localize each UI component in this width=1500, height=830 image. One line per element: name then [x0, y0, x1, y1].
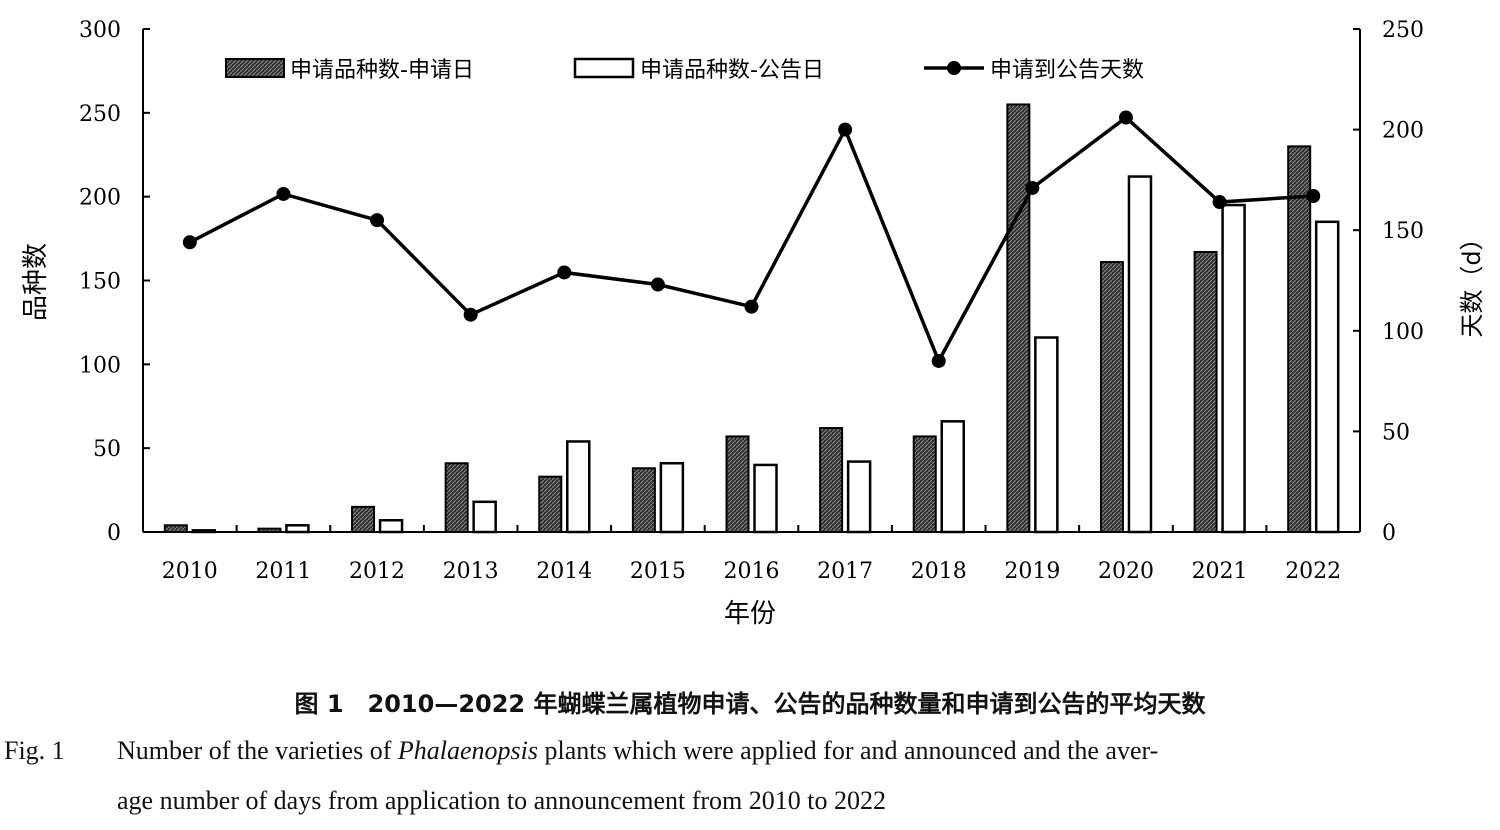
bar-applied-2019 [1006, 103, 1031, 533]
bar-applied-2011 [257, 527, 282, 534]
bar-announced-2022 [1314, 220, 1340, 534]
caption-chinese: 图 1 2010—2022 年蝴蝶兰属植物申请、公告的品种数量和申请到公告的平均… [294, 690, 1206, 718]
days-point-2010 [182, 235, 197, 250]
legend-swatch-announced [573, 57, 635, 79]
y-axis-label: 品种数 [21, 243, 51, 321]
caption-genus: Phalaenopsis [397, 736, 538, 765]
y2-tick-label: 250 [1382, 18, 1424, 43]
days-point-2022 [1306, 188, 1321, 203]
x-tick-label: 2011 [255, 559, 311, 584]
legend-label-applied: 申请品种数-申请日 [290, 58, 474, 83]
y-tick-label: 250 [79, 102, 121, 127]
figure-label: Fig. 1 [4, 736, 65, 765]
bar-announced-2017 [846, 460, 872, 534]
y2-tick-label: 50 [1382, 420, 1410, 445]
x-tick-label: 2016 [724, 559, 780, 584]
x-tick-label: 2020 [1098, 559, 1154, 584]
bar-announced-2010 [191, 529, 217, 534]
days-point-2012 [370, 213, 385, 228]
x-tick-label: 2022 [1285, 559, 1341, 584]
days-point-2019 [1025, 180, 1040, 195]
caption-english-line2: age number of days from application to a… [117, 786, 886, 815]
days-point-2016 [744, 299, 759, 314]
legend-marker-days [947, 61, 961, 75]
x-tick-label: 2013 [443, 559, 499, 584]
bar-applied-2022 [1287, 145, 1312, 533]
caption-english-line1: Fig. 1 Number of the varieties of Phalaen… [4, 736, 1158, 766]
days-point-2013 [463, 307, 478, 322]
y-tick-label: 0 [107, 521, 121, 546]
legend-label-announced: 申请品种数-公告日 [640, 58, 824, 83]
y-tick-label: 100 [79, 353, 121, 378]
bar-announced-2013 [472, 500, 497, 534]
bar-announced-2018 [940, 420, 965, 534]
y2-tick-label: 200 [1382, 119, 1424, 144]
legend-label-days: 申请到公告天数 [990, 58, 1144, 83]
bar-announced-2021 [1221, 203, 1246, 534]
bar-announced-2015 [659, 462, 685, 534]
y-tick-label: 50 [93, 437, 121, 462]
bar-applied-2016 [725, 435, 750, 533]
days-point-2021 [1212, 195, 1227, 210]
bar-applied-2017 [819, 427, 844, 533]
x-tick-label: 2015 [630, 559, 686, 584]
combo-chart: 0 50 100 150 200 250 300 0 50 100 150 200 250 2010 201… [21, 18, 1486, 629]
x-tick-label: 2017 [817, 559, 873, 584]
days-point-2020 [1118, 110, 1133, 125]
bar-applied-2018 [912, 435, 937, 533]
x-tick-label: 2014 [536, 559, 592, 584]
caption-text: Number of the varieties of [117, 736, 398, 765]
days-point-2014 [557, 265, 572, 280]
days-point-2011 [276, 186, 291, 201]
x-tick-label: 2012 [349, 559, 405, 584]
bar-announced-2019 [1034, 336, 1059, 534]
bar-announced-2011 [285, 524, 310, 534]
bar-applied-2020 [1099, 261, 1124, 533]
bar-applied-2013 [444, 462, 469, 533]
bar-applied-2015 [631, 467, 656, 533]
x-tick-label: 2010 [162, 559, 218, 584]
y2-tick-label: 100 [1382, 320, 1424, 345]
bar-announced-2014 [566, 440, 591, 534]
bar-applied-2014 [538, 475, 563, 534]
x-tick-label: 2018 [911, 559, 967, 584]
days-point-2015 [650, 277, 665, 292]
bar-announced-2016 [753, 463, 778, 534]
y-tick-label: 200 [79, 186, 121, 211]
bar-announced-2012 [378, 519, 404, 534]
bar-applied-2021 [1193, 250, 1218, 533]
y-tick-label: 300 [79, 18, 121, 43]
bar-applied-2012 [351, 505, 376, 534]
bar-announced-2020 [1127, 175, 1153, 534]
days-point-2017 [838, 122, 853, 137]
x-tick-label: 2021 [1192, 559, 1248, 584]
days-point-2018 [931, 353, 946, 368]
legend-swatch-applied [225, 58, 285, 78]
x-tick-label: 2019 [1004, 559, 1060, 584]
y2-axis-label: 天数（d） [1458, 226, 1486, 337]
y-tick-label: 150 [79, 270, 121, 295]
y2-tick-label: 0 [1382, 521, 1396, 546]
bar-applied-2010 [163, 524, 188, 534]
x-axis-label: 年份 [724, 599, 776, 629]
caption-text: plants which were applied for and announ… [537, 736, 1159, 765]
y2-tick-label: 150 [1382, 219, 1424, 244]
